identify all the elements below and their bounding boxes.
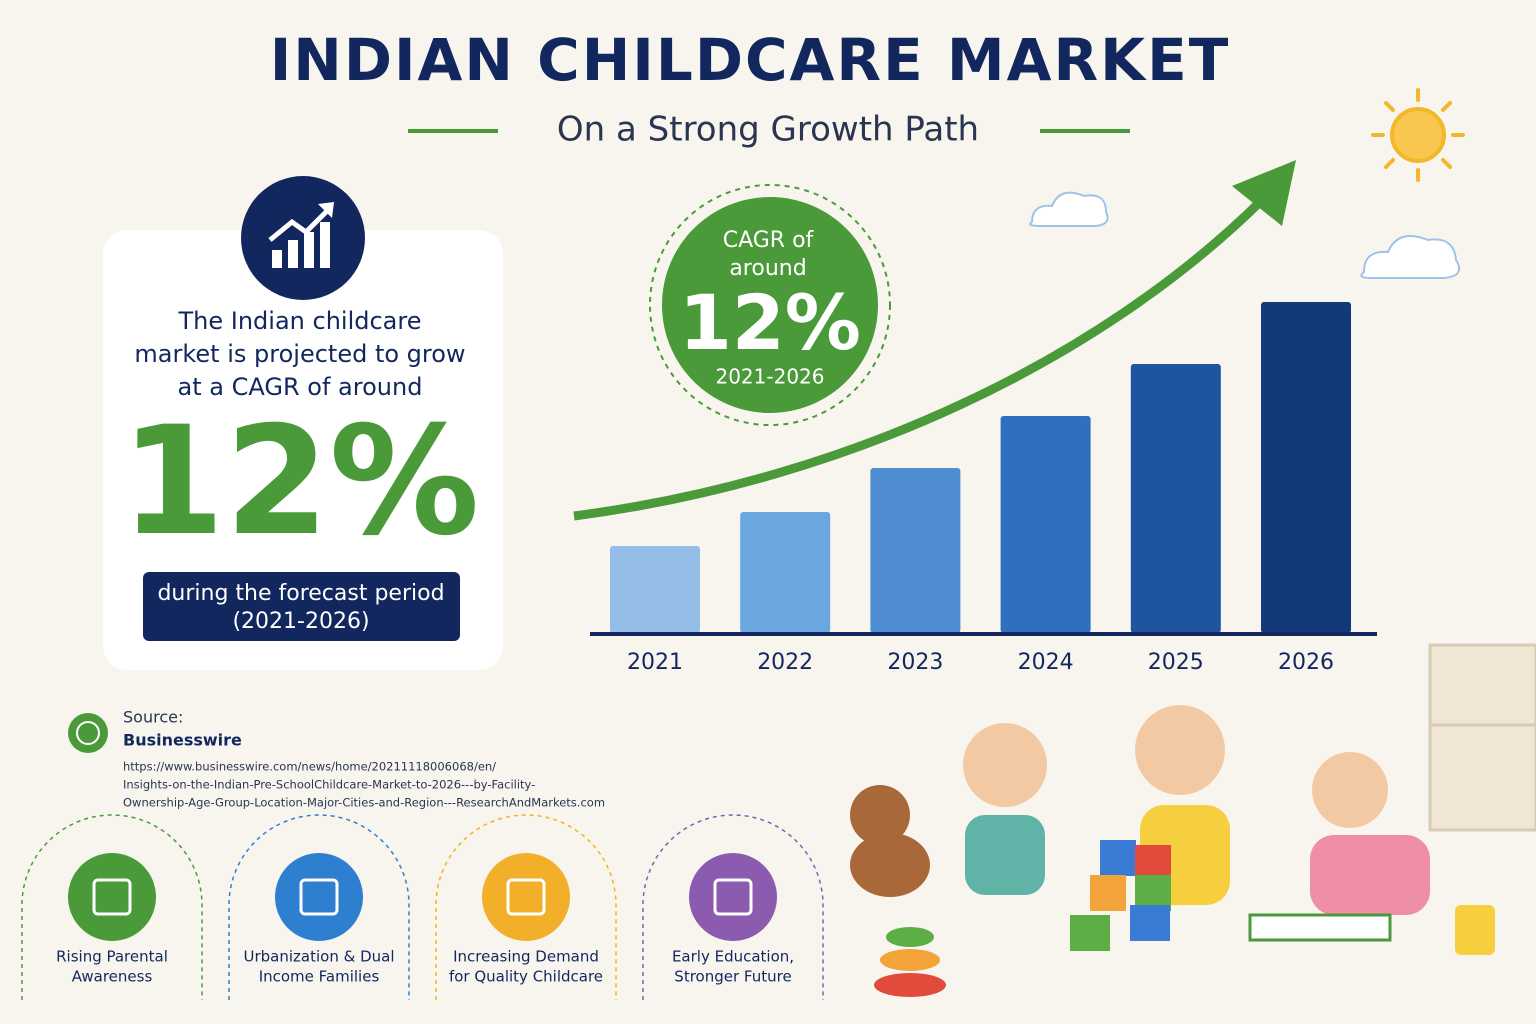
period-text: (2021-2026) [232, 609, 369, 634]
factor-label: Rising Parental [56, 948, 168, 966]
cloud [1360, 235, 1460, 279]
badge [662, 197, 878, 413]
factor-label: Urbanization & Dual [244, 948, 395, 966]
badge-text: CAGR of [723, 228, 815, 253]
factor-label: for Quality Childcare [449, 968, 603, 986]
factor-arch [642, 814, 824, 1000]
factor-icon [482, 853, 570, 941]
card-text: market is projected to grow [134, 340, 465, 368]
bar [740, 512, 831, 633]
subtitle: On a Strong Growth Path [557, 110, 979, 150]
sun [1371, 88, 1465, 182]
title: INDIAN CHILDCARE MARKET [270, 26, 1231, 94]
growth-arrow [573, 196, 1266, 521]
x-tick-label: 2021 [627, 650, 683, 675]
card-big: 12% [120, 395, 479, 569]
card-icon-glyph [268, 202, 334, 268]
source-url: Ownership-Age-Group-Location-Major-Citie… [123, 796, 605, 810]
factor-arch [21, 814, 203, 1000]
bar-chart: 2021 2022 2023 2024 2025 2026 [610, 302, 1351, 675]
bar [1130, 364, 1221, 633]
card [103, 230, 503, 670]
bar [1261, 302, 1351, 633]
period-box [143, 572, 460, 641]
factor-icon [275, 853, 363, 941]
factor-label: Awareness [72, 968, 153, 986]
factor-arch [228, 814, 410, 1000]
globe [76, 721, 100, 745]
x-tick-label: 2026 [1278, 650, 1334, 675]
period-text: during the forecast period [157, 581, 444, 606]
card-text: at a CAGR of around [178, 373, 423, 401]
source-url: Insights-on-the-Indian-Pre-SchoolChildca… [123, 778, 535, 792]
x-tick-label: 2025 [1148, 650, 1204, 675]
badge-ring [649, 184, 891, 426]
badge-text: around [729, 256, 806, 281]
factor-glyph [506, 878, 546, 916]
bar [610, 546, 700, 633]
x-tick-label: 2024 [1018, 650, 1074, 675]
badge-big: 12% [679, 278, 861, 367]
source-url: https://www.businesswire.com/news/home/2… [123, 760, 496, 774]
factor-glyph [299, 878, 339, 916]
factor-glyph [713, 878, 753, 916]
bar [870, 468, 961, 633]
source-icon [68, 713, 108, 753]
factor-icon [68, 853, 156, 941]
badge-years: 2021-2026 [715, 365, 824, 389]
x-tick-label: 2022 [757, 650, 813, 675]
factor-label: Stronger Future [674, 968, 791, 986]
factor-label: Income Families [259, 968, 380, 986]
source-name: Businesswire [123, 731, 242, 750]
factor-icon [689, 853, 777, 941]
x-tick-label: 2023 [887, 650, 943, 675]
play-scene [850, 643, 1536, 997]
source-label: Source: [123, 708, 183, 727]
card-text: The Indian childcare [178, 307, 422, 335]
factor-glyph [92, 878, 132, 916]
bar [1000, 416, 1091, 633]
factor-label: Increasing Demand [453, 948, 599, 966]
cloud [1029, 191, 1109, 227]
card-icon [241, 176, 365, 300]
arrow-head [1232, 160, 1296, 226]
factor-arch [435, 814, 617, 1000]
factor-label: Early Education, [672, 948, 794, 966]
